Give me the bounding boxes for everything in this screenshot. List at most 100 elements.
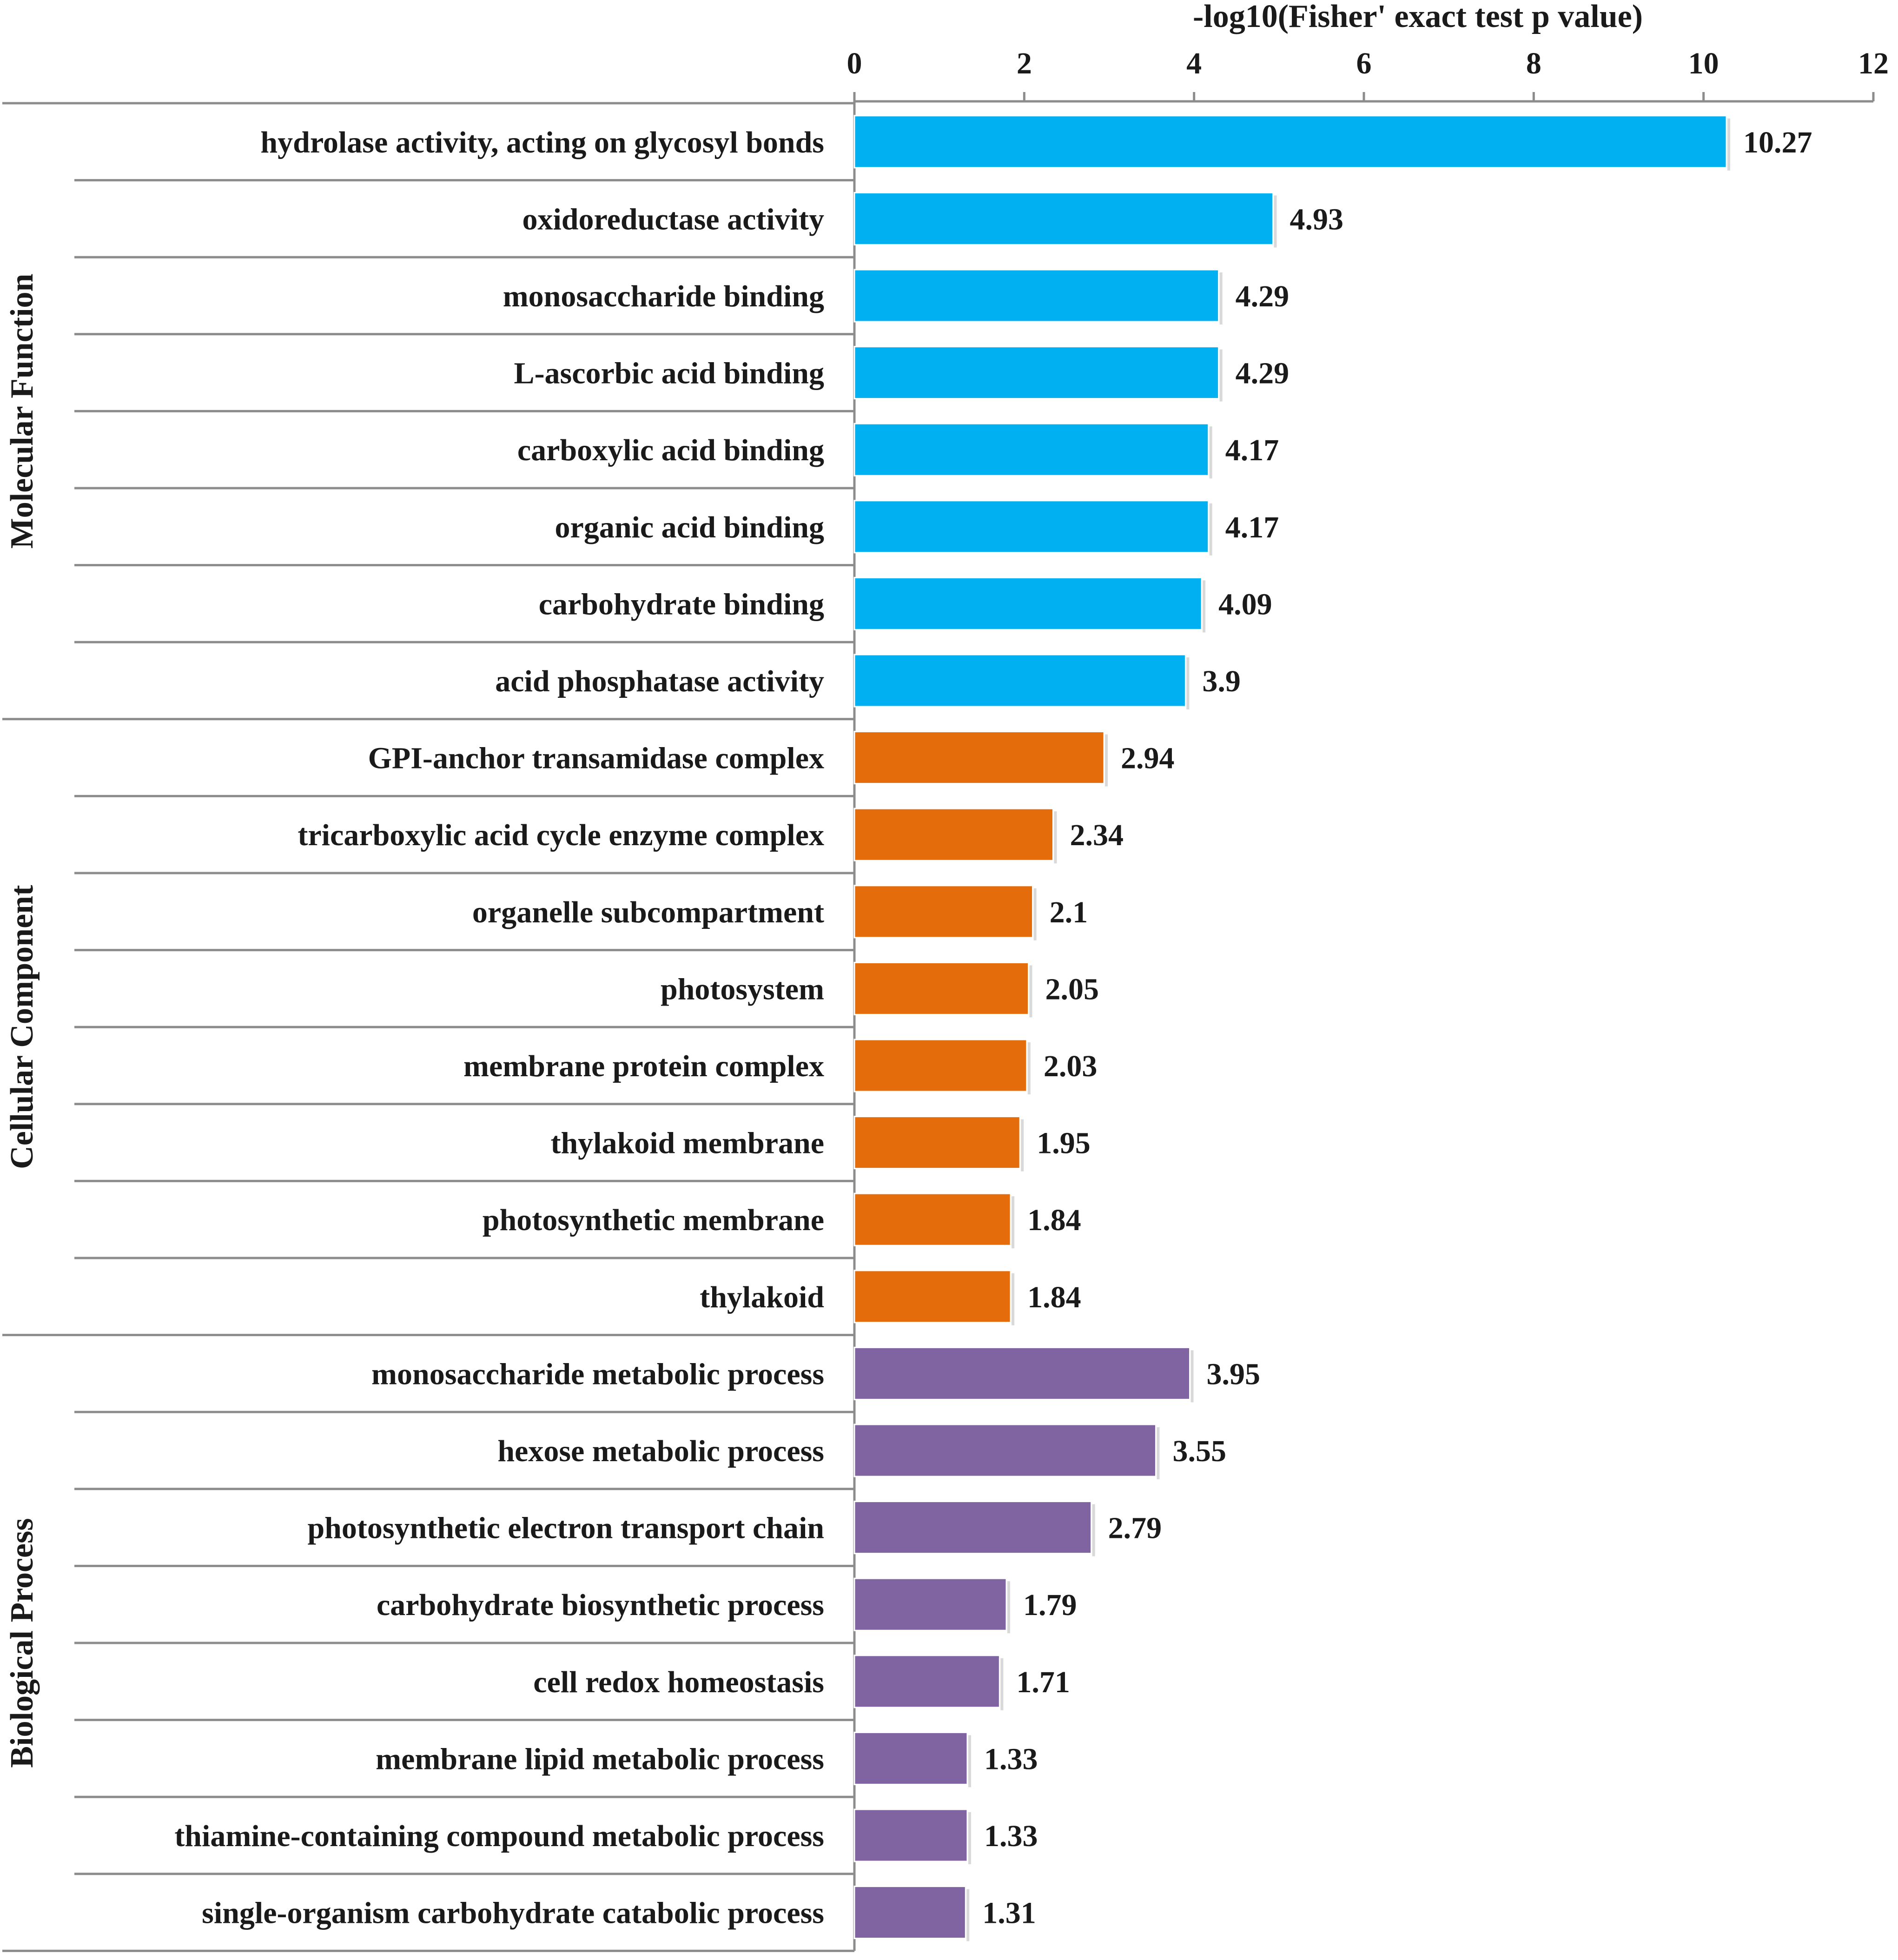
bar-shadow [1027,1042,1031,1094]
category-label: monosaccharide binding [503,279,824,313]
value-label: 3.9 [1202,664,1241,698]
group-label: Molecular Function [4,274,40,549]
bar [853,1116,1021,1170]
bar [853,1577,1007,1631]
value-label: 4.17 [1225,510,1279,544]
x-tick-label: 2 [1017,46,1032,80]
value-label: 2.1 [1050,895,1088,929]
bar-shadow [1007,1581,1010,1634]
bar [853,808,1054,861]
x-axis-title: -log10(Fisher' exact test p value) [1193,0,1643,34]
group-label: Cellular Component [4,885,40,1169]
bar [853,654,1186,708]
category-label: photosystem [661,972,824,1006]
bar-shadow [1209,426,1212,479]
group-label: Biological Process [4,1518,40,1768]
bar [853,885,1034,939]
bar [853,1346,1191,1400]
value-label: 4.93 [1290,202,1344,236]
x-tick-label: 10 [1688,46,1719,80]
x-tick-label: 12 [1858,46,1889,80]
bar-shadow [966,1889,970,1941]
value-label: 2.94 [1121,742,1175,775]
bar-shadow [1219,349,1223,402]
x-tick-label: 6 [1356,46,1372,80]
bar [853,500,1210,554]
value-label: 1.84 [1027,1203,1081,1237]
category-label: photosynthetic electron transport chain [307,1511,824,1545]
value-label: 1.71 [1016,1665,1070,1699]
value-label: 4.29 [1236,357,1290,391]
bar [853,346,1220,400]
bar [853,1424,1157,1477]
category-label: thylakoid membrane [550,1126,824,1160]
value-label: 1.79 [1023,1588,1077,1622]
category-label: thiamine-containing compound metabolic p… [174,1819,824,1853]
value-label: 1.95 [1037,1126,1091,1160]
bar [853,576,1203,630]
bar-shadow [1012,1273,1015,1325]
bar-shadow [968,1812,971,1864]
category-frame [2,101,856,1952]
category-label: hexose metabolic process [497,1434,824,1468]
bar [853,1886,966,1940]
value-label: 4.09 [1218,587,1272,621]
value-label: 2.03 [1044,1049,1098,1083]
bar [853,1655,1000,1708]
value-label: 2.05 [1045,972,1099,1006]
value-label: 2.34 [1070,818,1124,852]
bar [853,192,1274,245]
bar-shadow [1105,734,1108,787]
value-label: 1.33 [984,1742,1038,1776]
bar-shadow [1029,965,1032,1018]
category-label: thylakoid [700,1280,824,1314]
bar [853,115,1727,169]
bar-shadow [1157,1427,1160,1479]
bar [853,731,1105,785]
x-tick-label: 8 [1526,46,1541,80]
bar [853,1808,968,1862]
x-tick-label: 0 [847,46,862,80]
category-label: acid phosphatase activity [495,664,824,698]
bar [853,1039,1028,1093]
bar-shadow [1219,272,1223,324]
value-label: 2.79 [1108,1511,1162,1545]
bar [853,1731,968,1785]
bar-shadow [1021,1119,1024,1172]
category-label: L-ascorbic acid binding [514,357,824,391]
bars [853,115,1730,1941]
category-label: photosynthetic membrane [483,1203,824,1237]
group-labels: Molecular Function Cellular Component Biol… [4,274,40,1768]
category-label: GPI-anchor transamidase complex [368,742,824,775]
category-label: hydrolase activity, acting on glycosyl b… [260,126,824,159]
bar-shadow [1186,657,1190,709]
bar-shadow [1190,1350,1194,1403]
category-label: carbohydrate biosynthetic process [377,1588,824,1622]
bar [853,1501,1092,1555]
value-label: 4.17 [1225,433,1279,467]
value-label: 10.27 [1743,126,1812,159]
bar-shadow [1203,580,1206,633]
value-label: 1.33 [984,1819,1038,1853]
category-label: membrane protein complex [463,1049,824,1083]
category-labels: hydrolase activity, acting on glycosyl b… [174,126,824,1930]
category-label: organic acid binding [555,510,824,544]
category-label: carbohydrate binding [539,587,824,621]
bar [853,1270,1012,1324]
bar [853,961,1029,1015]
value-label: 3.55 [1172,1434,1226,1468]
category-label: oxidoreductase activity [522,202,824,236]
category-label: monosaccharide metabolic process [371,1357,824,1391]
category-label: single-organism carbohydrate catabolic p… [202,1896,824,1930]
bar-shadow [1012,1196,1015,1249]
category-label: tricarboxylic acid cycle enzyme complex [298,818,824,852]
x-tick-label: 4 [1186,46,1202,80]
bar-shadow [1092,1504,1095,1556]
value-label: 1.84 [1027,1280,1081,1314]
bar [853,269,1220,323]
bar-shadow [1209,503,1212,556]
bar-shadow [1274,195,1277,248]
category-label: cell redox homeostasis [533,1665,824,1699]
value-labels: 10.27 4.93 4.29 4.29 4.17 4.17 4.09 3.9 2.94 2.34… [982,126,1812,1930]
